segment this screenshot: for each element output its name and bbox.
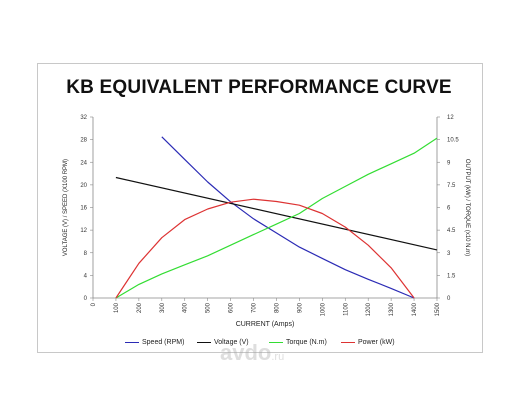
y-left-tick-label: 12 [80, 228, 87, 234]
y-left-tick-label: 8 [84, 251, 88, 257]
series-line-torque [115, 137, 438, 299]
watermark-main: avdo [220, 340, 272, 365]
legend-swatch-voltage [197, 341, 211, 343]
y-left-tick-label: 20 [80, 183, 87, 189]
y-right-tick-label: 4.5 [447, 228, 456, 234]
legend-item-torque: Torque (N.m) [269, 332, 327, 352]
y-left-tick-label: 0 [84, 296, 88, 302]
y-right-tick-label: 6 [447, 206, 451, 212]
y-right-tick-label: 7.5 [447, 183, 456, 189]
y-right-tick-label: 9 [447, 160, 451, 166]
legend-swatch-power [341, 341, 355, 343]
watermark-logo: avdo.ru [220, 340, 284, 366]
x-tick-label: 100 [114, 302, 120, 313]
y-left-axis-title: VOLTAGE (V) / SPEED (X100 RPM) [63, 159, 69, 256]
x-tick-label: 700 [252, 302, 258, 313]
legend-label-voltage: Voltage (V) [214, 338, 249, 346]
y-right-tick-label: 12 [447, 115, 454, 121]
x-tick-label: 1200 [366, 302, 372, 316]
legend-swatch-torque [269, 341, 283, 343]
legend-swatch-speed [125, 341, 139, 343]
x-tick-label: 1100 [343, 302, 349, 316]
y-right-tick-label: 1.5 [447, 273, 456, 279]
x-tick-label: 800 [274, 302, 280, 313]
series-line-power [115, 198, 415, 299]
legend-item-power: Power (kW) [341, 332, 395, 352]
x-tick-label: 1000 [320, 302, 326, 316]
y-right-axis-title: OUTPUT (kW) / TORQUE (x10 N.m) [464, 159, 470, 256]
x-tick-label: 600 [229, 302, 235, 313]
legend-label-speed: Speed (RPM) [142, 338, 185, 346]
x-tick-label: 500 [206, 302, 212, 313]
chart-title: KB EQUIVALENT PERFORMANCE CURVE [66, 77, 452, 98]
x-tick-label: 200 [137, 302, 143, 313]
chart-legend: Speed (RPM) Voltage (V) Torque (N.m) Pow… [37, 332, 483, 352]
watermark-suffix: .ru [271, 351, 285, 363]
x-tick-label: 1400 [412, 302, 418, 316]
series-line-voltage [115, 176, 438, 251]
y-left-tick-label: 16 [80, 206, 87, 212]
x-tick-label: 300 [160, 302, 166, 313]
x-tick-label: 1500 [435, 302, 441, 316]
x-tick-label: 1300 [389, 302, 395, 316]
series-line-speed [161, 136, 415, 299]
y-left-tick-label: 4 [84, 273, 88, 279]
y-right-tick-label: 10.5 [447, 138, 459, 144]
y-left-tick-label: 32 [80, 115, 87, 121]
x-axis-title: CURRENT (Amps) [236, 321, 295, 328]
y-right-tick-label: 3 [447, 251, 451, 257]
chart-frame [37, 63, 483, 353]
legend-label-power: Power (kW) [358, 338, 395, 346]
y-left-tick-label: 28 [80, 138, 87, 144]
legend-label-torque: Torque (N.m) [286, 338, 327, 346]
legend-item-speed: Speed (RPM) [125, 332, 184, 352]
y-left-tick-label: 24 [80, 160, 87, 166]
x-tick-label: 900 [297, 302, 303, 313]
y-right-tick-label: 0 [447, 296, 451, 302]
x-tick-label: 0 [91, 302, 97, 306]
x-tick-label: 400 [183, 302, 189, 313]
legend-item-voltage: Voltage (V) [197, 332, 249, 352]
